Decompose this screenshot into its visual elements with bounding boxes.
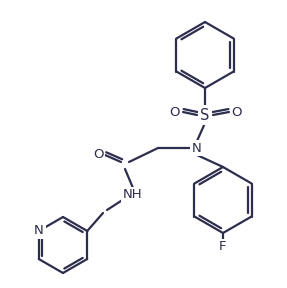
Text: O: O (93, 149, 103, 162)
Text: N: N (192, 141, 202, 154)
Text: S: S (200, 107, 210, 122)
Text: N: N (34, 225, 44, 238)
Text: NH: NH (123, 189, 143, 202)
Text: O: O (170, 105, 180, 118)
Text: F: F (219, 240, 227, 253)
Text: O: O (232, 105, 242, 118)
